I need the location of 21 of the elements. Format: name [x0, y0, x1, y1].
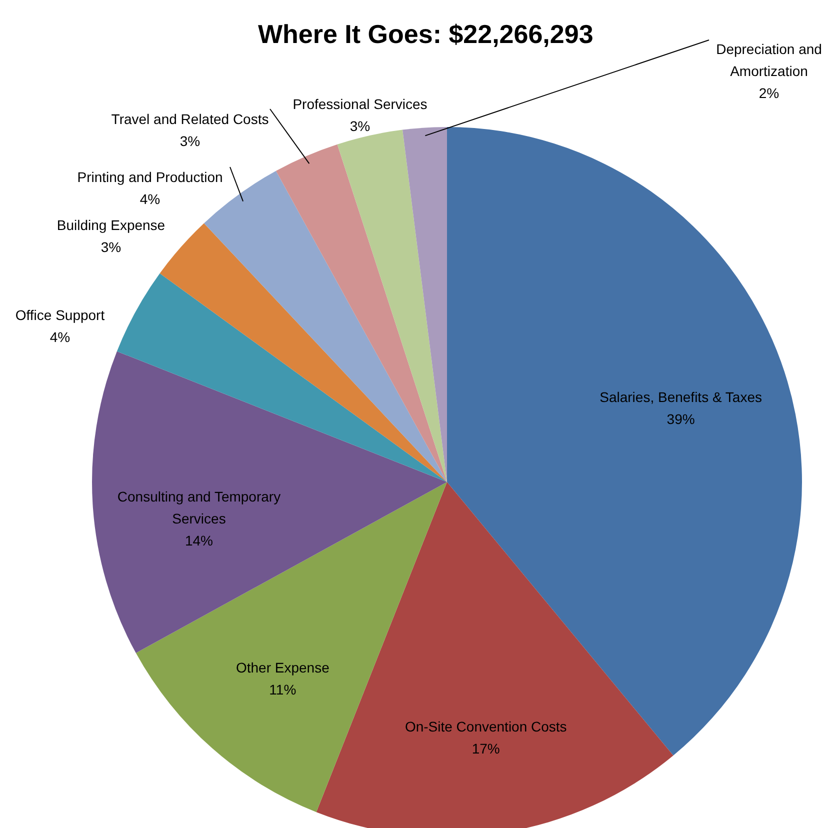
slice-label: Travel and Related Costs	[111, 111, 269, 127]
slice-label: Other Expense	[236, 659, 330, 676]
data-label: 17%	[472, 740, 500, 756]
data-label: 3%	[350, 118, 370, 134]
data-label: 3%	[180, 133, 200, 149]
slice-label: Depreciation and Amortization	[716, 41, 822, 79]
slice-label: On-Site Convention Costs	[404, 718, 567, 734]
data-label: 4%	[50, 329, 70, 345]
data-label: 39%	[666, 410, 695, 427]
slice-label: Professional Services	[292, 96, 428, 112]
data-label: 4%	[140, 191, 160, 207]
slice-label: Office Support	[15, 307, 105, 323]
slice-label: Building Expense	[56, 217, 166, 233]
data-label: 2%	[758, 85, 780, 101]
data-label: 11%	[269, 681, 296, 698]
slice-label: Consulting and Temporary Services	[117, 488, 281, 527]
chart-title: Where It Goes: $22,266,293	[258, 19, 594, 49]
slice-label: Salaries, Benefits & Taxes	[600, 388, 762, 405]
slice-label: Printing and Production	[77, 169, 223, 185]
data-label: 3%	[100, 239, 122, 255]
data-label: 14%	[184, 532, 214, 549]
